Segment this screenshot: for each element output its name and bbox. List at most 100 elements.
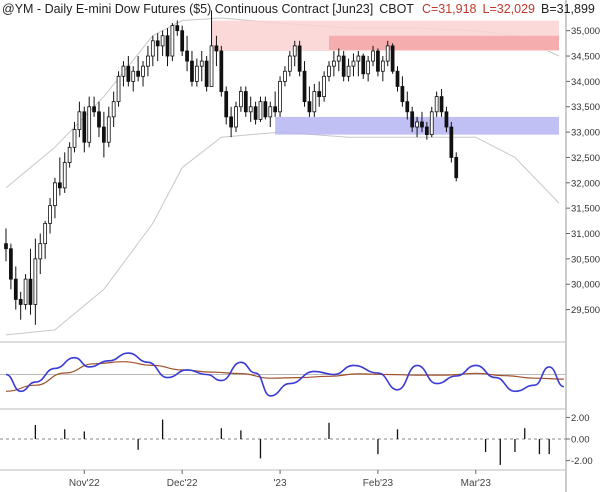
candle-down — [424, 126, 429, 136]
candle-up — [121, 65, 126, 77]
instrument-title: E-mini Dow Futures ($5) Continuous Contr… — [76, 2, 373, 16]
candle-down — [13, 278, 18, 300]
candle-up — [23, 278, 28, 305]
chart-header: @YM - Daily E-mini Dow Futures ($5) Cont… — [2, 2, 600, 16]
candle-down — [395, 70, 400, 87]
bid-value: B=31,899 — [541, 2, 595, 16]
candle-up — [170, 25, 175, 57]
price-tick-label: 29,500 — [571, 305, 600, 316]
candle-up — [141, 65, 145, 77]
candle-down — [224, 91, 229, 118]
close-value: C=31,918 — [422, 2, 477, 16]
candle-up — [160, 35, 165, 47]
candle-down — [243, 91, 248, 113]
envelope-bands — [5, 17, 560, 336]
x-axis: Nov'22 Dec'22 '23 Feb'23 Mar'23 — [69, 470, 491, 489]
price-tick-label: 34,000 — [571, 77, 600, 88]
candle-down — [185, 50, 189, 62]
histogram-tick-label: 0.00 — [571, 435, 590, 446]
candle-down — [307, 101, 312, 113]
price-tick-label: 33,000 — [571, 128, 600, 139]
x-tick-label: Mar'23 — [461, 478, 492, 489]
price-tick-label: 30,500 — [571, 254, 600, 265]
candle-down — [454, 157, 459, 179]
candle-up — [48, 205, 52, 224]
candle-down — [449, 126, 454, 158]
band-lower — [5, 131, 560, 336]
candle-up — [346, 65, 351, 77]
price-tick-label: 34,500 — [571, 52, 600, 63]
candle-up — [351, 60, 356, 67]
candle-down — [97, 111, 101, 128]
x-tick-label: '23 — [274, 478, 287, 489]
candle-down — [229, 116, 233, 128]
candle-down — [439, 96, 444, 113]
candle-down — [302, 70, 307, 103]
candle-down — [136, 70, 141, 77]
candle-up — [111, 101, 116, 118]
candle-down — [57, 182, 62, 189]
candle-down — [317, 91, 322, 97]
timeframe: Daily — [45, 2, 74, 16]
price-tick-label: 30,000 — [571, 280, 600, 291]
oscillator-fast-line — [5, 352, 565, 397]
candle-up — [150, 40, 155, 57]
candle-up — [283, 70, 287, 82]
candle-down — [9, 248, 13, 280]
oscillator-panel — [0, 352, 566, 397]
candle-down — [273, 106, 278, 113]
candle-down — [155, 40, 160, 47]
candle-up — [287, 55, 292, 72]
candle-up — [278, 80, 282, 113]
x-tick-label: Nov'22 — [69, 478, 100, 489]
candle-up — [33, 258, 38, 305]
candle-down — [253, 106, 258, 120]
candle-down — [410, 111, 415, 128]
candle-down — [341, 55, 346, 77]
candle-down — [190, 60, 194, 82]
candle-up — [146, 55, 150, 67]
candles — [4, 10, 459, 325]
candle-up — [258, 101, 263, 120]
candle-up — [434, 96, 439, 113]
histogram-tick-label: -2.00 — [571, 456, 593, 467]
candle-up — [77, 111, 82, 130]
candle-up — [131, 70, 136, 82]
candle-down — [297, 45, 302, 72]
candle-up — [312, 91, 317, 113]
candle-up — [116, 75, 121, 103]
candle-down — [400, 86, 405, 103]
price-tick-label: 35,000 — [571, 26, 600, 37]
candle-down — [390, 45, 395, 72]
symbol: @YM — [2, 2, 33, 16]
candle-down — [102, 126, 106, 143]
candle-up — [332, 60, 336, 67]
price-tick-label: 32,500 — [571, 153, 600, 164]
candle-up — [322, 75, 326, 97]
candle-down — [175, 25, 180, 32]
candle-up — [336, 55, 341, 62]
price-tick-label: 31,500 — [571, 204, 600, 215]
candle-up — [356, 55, 361, 62]
candle-down — [82, 111, 87, 143]
candle-up — [380, 60, 385, 72]
candle-down — [28, 278, 33, 305]
histogram-panel: 2.00 0.00 -2.00 — [0, 413, 593, 467]
candle-down — [165, 35, 170, 57]
x-tick-label: Dec'22 — [167, 478, 198, 489]
candle-down — [361, 55, 366, 75]
candle-up — [248, 106, 253, 113]
candle-up — [38, 243, 43, 260]
candle-up — [43, 222, 48, 245]
candle-up — [72, 129, 77, 148]
candle-up — [87, 106, 92, 143]
candle-down — [180, 30, 185, 52]
candle-up — [327, 65, 331, 77]
price-tick-label: 31,000 — [571, 229, 600, 240]
candle-up — [199, 60, 204, 67]
candle-down — [376, 50, 380, 72]
price-tick-label: 32,000 — [571, 178, 600, 189]
resistance-zone — [328, 35, 559, 50]
x-tick-label: Feb'23 — [363, 478, 394, 489]
